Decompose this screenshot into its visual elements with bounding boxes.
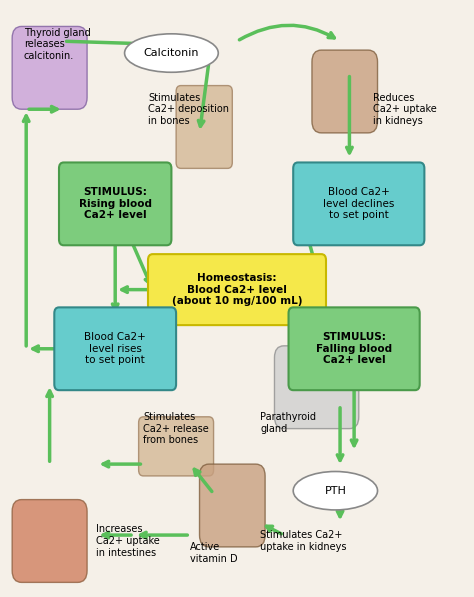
Text: Calcitonin: Calcitonin: [144, 48, 199, 58]
Text: Active
vitamin D: Active vitamin D: [190, 542, 238, 564]
Text: Blood Ca2+
level rises
to set point: Blood Ca2+ level rises to set point: [84, 332, 146, 365]
FancyBboxPatch shape: [200, 464, 265, 547]
Text: Blood Ca2+
level declines
to set point: Blood Ca2+ level declines to set point: [323, 187, 394, 220]
Text: Homeostasis:
Blood Ca2+ level
(about 10 mg/100 mL): Homeostasis: Blood Ca2+ level (about 10 …: [172, 273, 302, 306]
FancyBboxPatch shape: [274, 346, 359, 429]
FancyBboxPatch shape: [138, 417, 214, 476]
FancyBboxPatch shape: [12, 26, 87, 109]
Text: Parathyroid
gland: Parathyroid gland: [260, 412, 317, 433]
Ellipse shape: [125, 34, 218, 72]
Text: STIMULUS:
Falling blood
Ca2+ level: STIMULUS: Falling blood Ca2+ level: [316, 332, 392, 365]
FancyBboxPatch shape: [293, 162, 424, 245]
FancyBboxPatch shape: [59, 162, 172, 245]
Text: Thyroid gland
releases
calcitonin.: Thyroid gland releases calcitonin.: [24, 27, 91, 61]
Text: Reduces
Ca2+ uptake
in kidneys: Reduces Ca2+ uptake in kidneys: [373, 93, 437, 126]
Text: Increases
Ca2+ uptake
in intestines: Increases Ca2+ uptake in intestines: [97, 524, 160, 558]
Ellipse shape: [293, 472, 377, 510]
Text: Stimulates
Ca2+ deposition
in bones: Stimulates Ca2+ deposition in bones: [148, 93, 229, 126]
FancyBboxPatch shape: [312, 50, 377, 133]
Text: Stimulates
Ca2+ release
from bones: Stimulates Ca2+ release from bones: [143, 412, 209, 445]
FancyBboxPatch shape: [176, 85, 232, 168]
FancyBboxPatch shape: [148, 254, 326, 325]
FancyBboxPatch shape: [289, 307, 419, 390]
Text: Stimulates Ca2+
uptake in kidneys: Stimulates Ca2+ uptake in kidneys: [260, 530, 347, 552]
Text: STIMULUS:
Rising blood
Ca2+ level: STIMULUS: Rising blood Ca2+ level: [79, 187, 152, 220]
Text: PTH: PTH: [324, 486, 346, 496]
FancyBboxPatch shape: [55, 307, 176, 390]
FancyBboxPatch shape: [12, 500, 87, 583]
